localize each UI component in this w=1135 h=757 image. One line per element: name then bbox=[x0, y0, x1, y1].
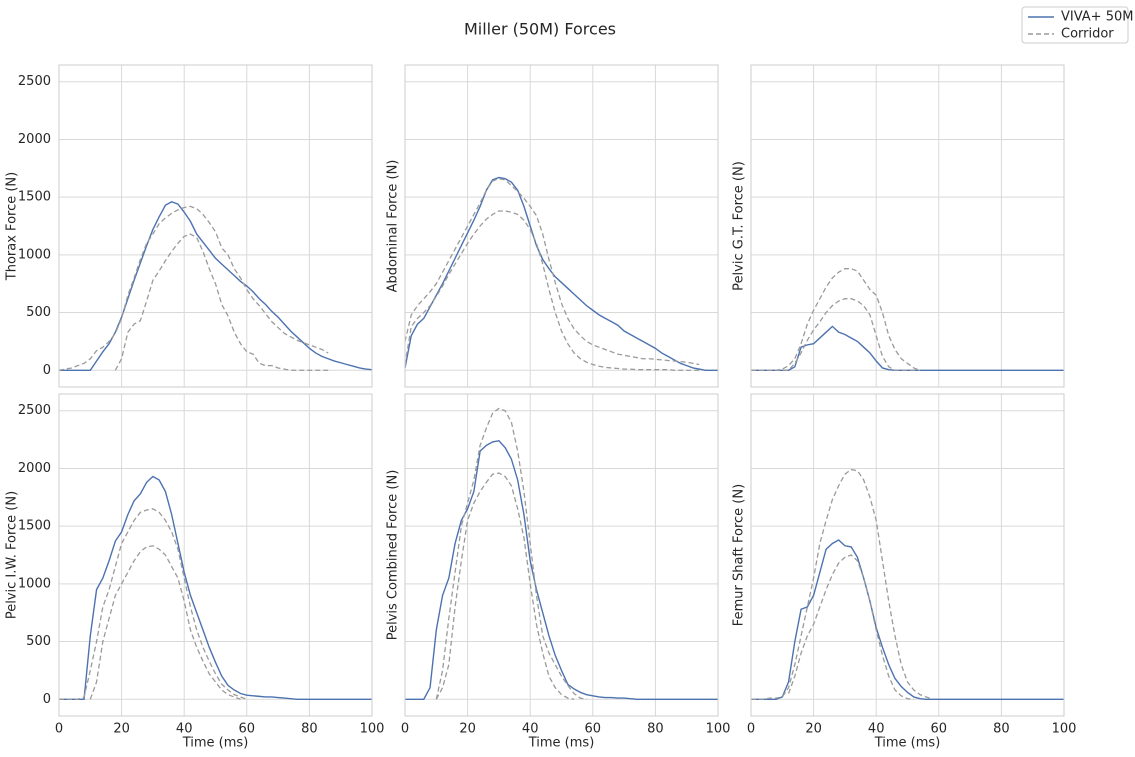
series-line bbox=[59, 200, 373, 371]
x-axis-label: Time (ms) bbox=[874, 736, 941, 751]
corridor-line bbox=[751, 298, 921, 371]
x-tick-label: 60 bbox=[931, 722, 948, 737]
x-tick-label: 100 bbox=[706, 722, 731, 737]
y-axis-label: Thorax Force (N) bbox=[5, 172, 20, 281]
plot-frame bbox=[58, 64, 373, 388]
x-tick-label: 80 bbox=[647, 722, 664, 737]
x-tick-label: 40 bbox=[522, 722, 539, 737]
y-tick-label: 1000 bbox=[18, 576, 51, 591]
corridor-line bbox=[404, 178, 700, 366]
y-tick-label: 2000 bbox=[18, 461, 51, 476]
corridor-line bbox=[435, 407, 587, 700]
corridor-line bbox=[787, 554, 914, 700]
series-line bbox=[404, 176, 718, 371]
series-line bbox=[751, 325, 1064, 371]
y-tick-label: 1000 bbox=[18, 247, 51, 262]
x-tick-label: 0 bbox=[747, 722, 755, 737]
x-tick-label: 80 bbox=[301, 722, 318, 737]
plot-area bbox=[751, 65, 1064, 387]
plot-frame bbox=[750, 64, 1065, 388]
plot-area bbox=[59, 65, 372, 387]
x-tick-label: 0 bbox=[401, 722, 409, 737]
x-tick-label: 20 bbox=[113, 722, 130, 737]
plot-area bbox=[405, 394, 718, 716]
plot-area bbox=[59, 394, 372, 716]
y-tick-label: 2500 bbox=[18, 74, 51, 89]
y-axis-label: Pelvis Combined Force (N) bbox=[386, 470, 401, 641]
x-tick-label: 20 bbox=[459, 722, 476, 737]
y-tick-label: 1500 bbox=[18, 519, 51, 534]
plot-area bbox=[751, 394, 1064, 716]
series-line bbox=[59, 475, 372, 700]
x-axis-label: Time (ms) bbox=[182, 736, 249, 751]
plot-frame bbox=[404, 393, 719, 717]
y-tick-label: 1500 bbox=[18, 190, 51, 205]
corridor-line bbox=[751, 468, 933, 700]
plot-area bbox=[405, 65, 718, 387]
y-tick-label: 500 bbox=[26, 634, 51, 649]
corridor-line bbox=[89, 545, 241, 700]
plot-frame bbox=[58, 393, 373, 717]
figure-title: Miller (50M) Forces bbox=[464, 20, 616, 39]
y-axis-label: Pelvic I.W. Force (N) bbox=[5, 491, 20, 619]
series-line bbox=[405, 439, 718, 700]
y-tick-label: 0 bbox=[43, 692, 51, 707]
x-axis-label: Time (ms) bbox=[528, 736, 595, 751]
corridor-line bbox=[59, 508, 248, 700]
series-line bbox=[751, 539, 1064, 700]
corridor-line bbox=[404, 210, 700, 371]
y-tick-label: 0 bbox=[43, 363, 51, 378]
y-tick-label: 2500 bbox=[18, 403, 51, 418]
corridor-line bbox=[58, 205, 329, 371]
x-tick-label: 0 bbox=[55, 722, 63, 737]
x-tick-label: 100 bbox=[360, 722, 385, 737]
x-tick-label: 60 bbox=[239, 722, 256, 737]
legend-label: Corridor bbox=[1061, 27, 1114, 42]
legend-label: VIVA+ 50M bbox=[1061, 10, 1133, 25]
x-tick-label: 80 bbox=[993, 722, 1010, 737]
corridor-line bbox=[435, 472, 575, 700]
x-tick-label: 60 bbox=[585, 722, 602, 737]
plot-frame bbox=[404, 64, 719, 388]
plot-frame bbox=[750, 393, 1065, 717]
x-tick-label: 20 bbox=[805, 722, 822, 737]
x-tick-label: 40 bbox=[868, 722, 885, 737]
x-tick-label: 100 bbox=[1052, 722, 1077, 737]
y-tick-label: 2000 bbox=[18, 132, 51, 147]
corridor-line bbox=[114, 233, 329, 371]
y-tick-label: 500 bbox=[26, 305, 51, 320]
y-axis-label: Pelvic G.T. Force (N) bbox=[732, 161, 747, 291]
y-axis-label: Abdominal Force (N) bbox=[386, 160, 401, 293]
y-axis-label: Femur Shaft Force (N) bbox=[732, 484, 747, 626]
x-tick-label: 40 bbox=[176, 722, 193, 737]
